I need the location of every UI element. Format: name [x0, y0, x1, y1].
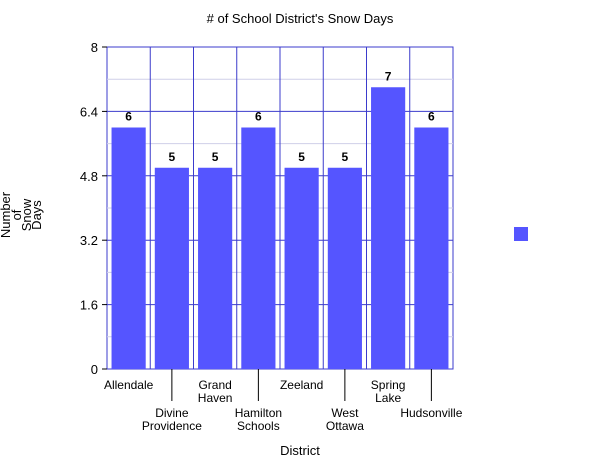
x-axis-label: District [280, 443, 320, 458]
x-tick-label: Haven [198, 391, 233, 405]
bar [414, 127, 449, 369]
legend-swatch [514, 227, 528, 241]
x-tick-label: Hudsonville [400, 406, 462, 420]
x-tick-label: Hamilton [235, 406, 282, 420]
bar-value-label: 5 [342, 150, 349, 164]
y-tick-label: 1.6 [80, 298, 98, 313]
bar [327, 167, 362, 369]
x-tick-label: West [331, 406, 359, 420]
y-tick-label: 6.4 [80, 104, 98, 119]
x-tick-label: Providence [142, 419, 202, 433]
bars [111, 87, 449, 369]
x-tick-label: Spring [371, 378, 406, 392]
bar-value-label: 6 [428, 110, 435, 124]
x-tick-label: Schools [237, 419, 280, 433]
y-axis-ticks: 0 1.6 3.2 4.8 6.4 8 [80, 40, 107, 377]
bar-value-label: 6 [255, 110, 262, 124]
y-tick-label: 3.2 [80, 233, 98, 248]
x-tick-label: Divine [155, 406, 189, 420]
bar [154, 167, 189, 369]
y-tick-label: 0 [91, 362, 98, 377]
x-tick-label: Lake [375, 391, 401, 405]
x-tick-label: Zeeland [280, 378, 323, 392]
x-tick-label: Grand [198, 378, 231, 392]
bar [241, 127, 276, 369]
bar [371, 87, 406, 369]
y-axis-label-line: Days [29, 200, 44, 230]
bar-value-label: 6 [125, 110, 132, 124]
x-tick-label: Allendale [104, 378, 154, 392]
data-labels: 6 5 5 6 5 5 7 6 [125, 69, 435, 164]
bar [111, 127, 146, 369]
bar-value-label: 5 [212, 150, 219, 164]
y-axis-label-line: Number [0, 191, 13, 238]
chart-title: # of School District's Snow Days [207, 11, 394, 26]
bar [198, 167, 233, 369]
y-axis-label-line: Snow [19, 198, 34, 231]
x-tick-label: Ottawa [326, 419, 364, 433]
y-tick-label: 4.8 [80, 169, 98, 184]
bar-value-label: 5 [169, 150, 176, 164]
bar-value-label: 5 [298, 150, 305, 164]
y-tick-label: 8 [91, 40, 98, 55]
bar-value-label: 7 [385, 69, 392, 83]
y-axis-label-line: of [9, 209, 24, 220]
bar [284, 167, 319, 369]
